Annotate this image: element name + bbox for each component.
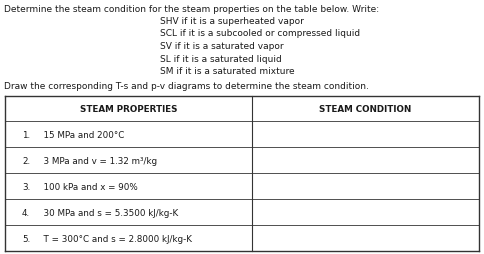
Text: 1.: 1.	[22, 130, 30, 139]
Text: STEAM CONDITION: STEAM CONDITION	[319, 105, 411, 114]
Text: Determine the steam condition for the steam properties on the table below. Write: Determine the steam condition for the st…	[4, 5, 379, 14]
Text: SL if it is a saturated liquid: SL if it is a saturated liquid	[160, 54, 282, 63]
Text: STEAM PROPERTIES: STEAM PROPERTIES	[80, 105, 177, 114]
Text: 30 MPa and s = 5.3500 kJ/kg-K: 30 MPa and s = 5.3500 kJ/kg-K	[38, 208, 178, 217]
Text: Draw the corresponding T-s and p-v diagrams to determine the steam condition.: Draw the corresponding T-s and p-v diagr…	[4, 82, 369, 91]
Text: 5.: 5.	[22, 234, 30, 243]
Text: 3.: 3.	[22, 182, 30, 191]
Text: 3 MPa and v = 1.32 m³/kg: 3 MPa and v = 1.32 m³/kg	[38, 156, 157, 165]
Text: SCL if it is a subcooled or compressed liquid: SCL if it is a subcooled or compressed l…	[160, 29, 360, 38]
Text: 4.: 4.	[22, 208, 30, 217]
Text: 100 kPa and x = 90%: 100 kPa and x = 90%	[38, 182, 138, 191]
Text: 15 MPa and 200°C: 15 MPa and 200°C	[38, 130, 124, 139]
Text: SM if it is a saturated mixture: SM if it is a saturated mixture	[160, 67, 295, 76]
Text: T = 300°C and s = 2.8000 kJ/kg-K: T = 300°C and s = 2.8000 kJ/kg-K	[38, 234, 192, 243]
Text: SHV if it is a superheated vapor: SHV if it is a superheated vapor	[160, 17, 304, 26]
Text: SV if it is a saturated vapor: SV if it is a saturated vapor	[160, 42, 284, 51]
Text: 2.: 2.	[22, 156, 30, 165]
